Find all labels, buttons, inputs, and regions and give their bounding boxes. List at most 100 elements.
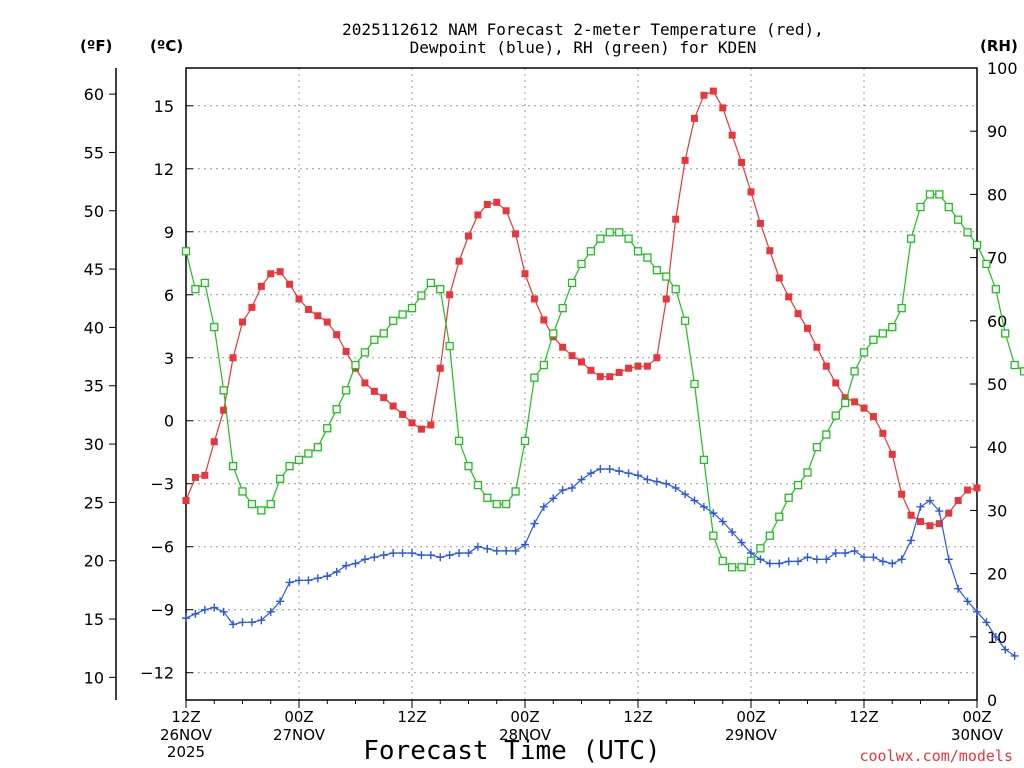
rh-green-point <box>332 405 341 414</box>
rh-green-point <box>492 499 501 509</box>
rh-green-point <box>389 316 398 325</box>
temperature-red-point <box>954 497 962 505</box>
rh-green-point <box>1010 360 1019 370</box>
rh-green-point <box>483 493 492 502</box>
dewpoint-blue-point <box>841 549 850 558</box>
rh-green-point <box>972 240 982 250</box>
rh-green-point <box>775 512 784 521</box>
rh-green-point <box>586 247 596 256</box>
temperature-red-point <box>540 316 548 324</box>
temperature-red-point <box>973 484 981 492</box>
temperature-red-point <box>719 104 727 112</box>
rh-green-point <box>916 202 925 212</box>
dewpoint-blue-point <box>888 559 897 568</box>
rh-green-point <box>445 341 454 351</box>
dewpoint-blue-point <box>473 542 482 551</box>
temperature-red-point <box>474 211 482 219</box>
temperature-red-point <box>304 305 312 313</box>
temperature-red-point <box>634 362 642 370</box>
time-tick-label-hour: 12Z <box>849 708 878 726</box>
celsius-tick-label: 3 <box>164 349 174 368</box>
dewpoint-blue-point <box>699 502 708 511</box>
dewpoint-blue-point <box>238 618 247 627</box>
dewpoint-blue-point <box>944 555 953 564</box>
rh-green-point <box>520 436 530 446</box>
dewpoint-blue-point <box>295 576 303 585</box>
temperature-red-point <box>813 343 821 351</box>
dewpoint-blue-point <box>558 486 567 495</box>
chart-title-line2: Dewpoint (blue), RH (green) for KDEN <box>410 38 757 57</box>
rh-green-point <box>530 373 539 382</box>
rh-green-point <box>276 474 285 483</box>
rh-green-point <box>200 278 209 288</box>
rh-green-point <box>407 304 417 313</box>
rh-green-point <box>228 462 238 471</box>
dewpoint-blue-point <box>916 502 925 511</box>
temperature-red-point <box>964 486 972 494</box>
dewpoint-blue-point <box>728 528 737 537</box>
time-tick-label-hour: 00Z <box>284 708 313 726</box>
temperature-red-point <box>860 404 868 412</box>
celsius-unit-label: (ºC) <box>150 37 183 55</box>
rh-green-point <box>454 436 464 446</box>
temperature-red-point <box>502 207 510 215</box>
dewpoint-blue-point <box>634 471 642 480</box>
celsius-tick-label: 12 <box>154 160 174 179</box>
dewpoint-blue-point <box>530 519 539 528</box>
temperature-red-point <box>643 362 651 370</box>
temperature-red-point <box>832 379 840 387</box>
rh-green-point <box>850 367 859 376</box>
dewpoint-blue-point <box>756 555 765 564</box>
rh-green-point <box>897 304 906 313</box>
dewpoint-blue-point <box>812 555 821 564</box>
rh-green-point <box>859 348 869 357</box>
temperature-red-point <box>851 398 859 406</box>
rh-green-point <box>662 272 671 281</box>
dewpoint-blue-point <box>247 618 256 627</box>
rh-green-point <box>210 322 219 332</box>
rh-green-point <box>567 278 577 288</box>
temperature-red-point <box>738 158 746 166</box>
celsius-tick-label: −6 <box>150 538 174 557</box>
rh-tick-label: 40 <box>987 438 1007 457</box>
dewpoint-blue-point <box>775 559 784 568</box>
dewpoint-blue-point <box>492 546 501 555</box>
dewpoint-blue-point <box>624 469 633 478</box>
rh-green-point <box>351 360 360 370</box>
dewpoint-blue-point <box>351 559 360 568</box>
dewpoint-blue-point <box>991 633 1000 642</box>
dewpoint-blue-point <box>332 567 341 576</box>
rh-green-point <box>181 247 191 256</box>
dewpoint-blue-point <box>417 551 426 560</box>
temperature-red-point <box>822 362 830 370</box>
dewpoint-blue-point <box>982 618 991 627</box>
time-tick-label-hour: 00Z <box>510 708 539 726</box>
rh-green-point <box>888 322 897 332</box>
temperature-red-point <box>917 518 924 526</box>
dewpoint-blue-point <box>398 549 407 558</box>
dewpoint-blue-line <box>185 468 1016 657</box>
rh-green-point <box>680 316 690 325</box>
dewpoint-blue-point <box>276 597 285 606</box>
rh-green-point <box>238 487 247 496</box>
dewpoint-blue-point <box>925 496 934 505</box>
dewpoint-blue-point <box>502 546 511 555</box>
dewpoint-blue-point <box>370 553 379 562</box>
rh-green-point <box>257 506 266 515</box>
temperature-red-point <box>747 188 755 196</box>
rh-green-point <box>558 304 567 313</box>
time-tick-label-date: 27NOV <box>273 726 326 744</box>
temperature-red-point <box>210 438 218 446</box>
celsius-tick-label: 15 <box>154 97 174 116</box>
celsius-tick-label: −3 <box>150 475 174 494</box>
temperature-red-point <box>945 509 953 517</box>
dewpoint-blue-point <box>1001 645 1010 654</box>
dewpoint-blue-point <box>643 475 652 484</box>
time-tick-label-hour: 12Z <box>623 708 652 726</box>
dewpoint-blue-point <box>747 549 755 558</box>
fahrenheit-tick-label: 40 <box>84 318 104 337</box>
rh-green-point <box>982 259 991 269</box>
rh-green-point <box>464 462 473 471</box>
rh-green-point <box>991 285 1000 294</box>
dewpoint-blue-point <box>426 551 435 560</box>
